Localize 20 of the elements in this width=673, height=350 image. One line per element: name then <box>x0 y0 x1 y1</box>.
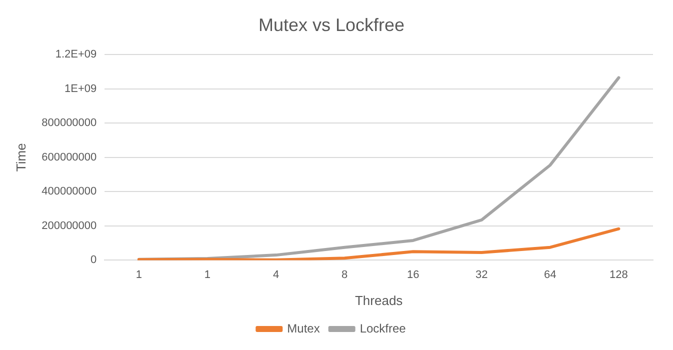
y-tick-label: 0 <box>90 254 97 266</box>
y-axis-title: Time <box>13 143 28 172</box>
y-tick-label: 1E+09 <box>64 82 97 95</box>
chart-title: Mutex vs Lockfree <box>258 14 405 35</box>
legend-label: Mutex <box>287 321 320 336</box>
y-tick-label: 1.2E+09 <box>55 48 97 61</box>
x-tick-label: 1 <box>204 268 211 281</box>
x-tick-label: 1 <box>136 268 142 281</box>
x-tick-label: 16 <box>406 268 420 281</box>
y-tick-label: 400000000 <box>42 186 97 198</box>
y-tick-label: 800000000 <box>42 117 97 130</box>
x-tick-label: 128 <box>610 268 628 281</box>
y-tick-label: 200000000 <box>42 220 97 232</box>
x-tick-label: 64 <box>544 268 556 281</box>
x-axis-title: Threads <box>354 292 404 308</box>
x-tick-label: 4 <box>272 268 280 281</box>
x-tick-label: 32 <box>476 268 488 281</box>
y-tick-label: 600000000 <box>42 151 97 164</box>
x-tick-label: 8 <box>341 268 348 281</box>
legend-label: Lockfree <box>360 321 406 336</box>
